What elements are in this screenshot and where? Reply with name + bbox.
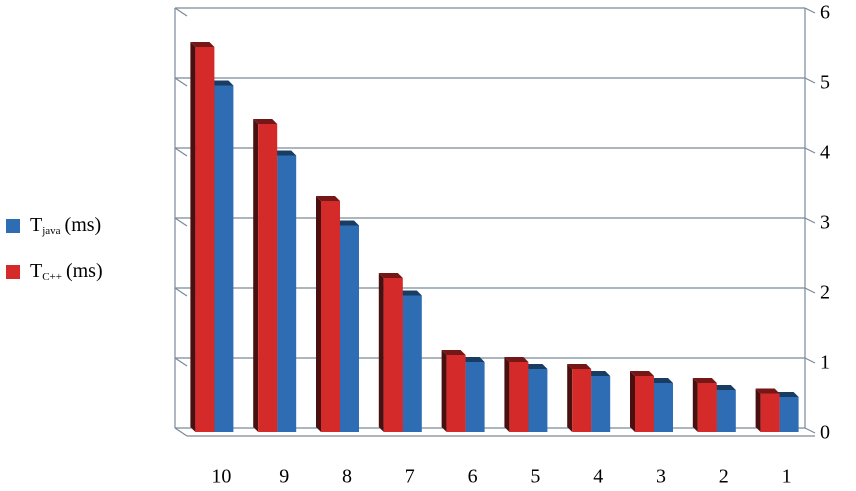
legend-sub: C++ bbox=[42, 271, 62, 283]
bar bbox=[465, 362, 485, 432]
x-tick-label: 8 bbox=[342, 466, 352, 488]
tick-mark bbox=[804, 427, 816, 434]
legend-unit: (ms) bbox=[66, 260, 103, 282]
bar-side bbox=[567, 364, 573, 432]
legend-swatch bbox=[6, 219, 20, 233]
bar bbox=[446, 355, 466, 432]
bar-top bbox=[523, 364, 548, 369]
bar-top bbox=[190, 42, 215, 47]
legend-unit: (ms) bbox=[65, 214, 102, 236]
bar bbox=[214, 85, 234, 432]
bar-top bbox=[316, 196, 340, 201]
bar-side bbox=[441, 350, 447, 432]
bar bbox=[654, 383, 673, 432]
y-tick-label: 6 bbox=[820, 2, 830, 24]
x-tick-label: 9 bbox=[279, 466, 289, 488]
left-tick bbox=[174, 7, 188, 17]
bar-side bbox=[190, 42, 196, 432]
bar bbox=[340, 225, 359, 432]
bar-top bbox=[586, 371, 611, 376]
bar-top bbox=[397, 290, 422, 296]
bar bbox=[528, 369, 548, 432]
y-tick-label: 2 bbox=[820, 282, 830, 304]
legend-swatch bbox=[6, 265, 20, 279]
bar-side bbox=[316, 196, 321, 432]
tick-mark bbox=[804, 7, 816, 14]
bar bbox=[258, 124, 278, 432]
bar bbox=[509, 362, 529, 432]
bar-top bbox=[209, 80, 234, 86]
bar-top bbox=[755, 388, 780, 394]
y-tick-label: 0 bbox=[820, 422, 830, 444]
bar bbox=[716, 390, 736, 432]
bar-side bbox=[692, 378, 698, 432]
legend-label: Tjava (ms) bbox=[30, 214, 101, 237]
left-tick bbox=[174, 427, 188, 437]
bar-top bbox=[774, 392, 799, 397]
left-tick bbox=[174, 357, 188, 367]
bar-top bbox=[253, 119, 278, 124]
bar bbox=[321, 201, 340, 432]
bar-side bbox=[630, 371, 635, 432]
x-tick-label: 7 bbox=[405, 466, 415, 488]
left-tick bbox=[174, 77, 188, 87]
tick-mark bbox=[804, 357, 816, 364]
y-tick-label: 4 bbox=[820, 142, 830, 164]
bar-side bbox=[378, 273, 384, 432]
bar bbox=[572, 369, 592, 432]
bar-top bbox=[692, 378, 717, 383]
bar bbox=[591, 376, 611, 432]
x-tick-label: 2 bbox=[719, 466, 729, 488]
legend-label: TC++ (ms) bbox=[30, 260, 103, 283]
bar bbox=[697, 383, 717, 432]
bar bbox=[383, 278, 403, 432]
x-tick-label: 1 bbox=[782, 466, 792, 488]
legend-name: T bbox=[30, 214, 42, 236]
bar bbox=[402, 295, 422, 432]
tick-mark bbox=[804, 147, 816, 154]
bar bbox=[760, 393, 780, 432]
bar bbox=[779, 397, 799, 432]
bar-side bbox=[504, 357, 510, 432]
legend-name: T bbox=[30, 260, 42, 282]
left-tick bbox=[174, 147, 188, 157]
tick-mark bbox=[804, 77, 816, 84]
bar-top bbox=[378, 273, 403, 278]
x-tick-label: 4 bbox=[593, 466, 603, 488]
legend-sub: java bbox=[41, 225, 60, 237]
bar-top bbox=[630, 371, 654, 376]
bar-top bbox=[711, 385, 736, 390]
x-tick-label: 5 bbox=[530, 466, 540, 488]
tick-mark bbox=[804, 287, 816, 294]
bar-top bbox=[504, 357, 529, 362]
bar-top bbox=[460, 357, 485, 362]
y-tick-label: 5 bbox=[820, 72, 830, 94]
bar-top bbox=[649, 378, 673, 383]
bar bbox=[277, 155, 297, 432]
left-tick bbox=[174, 217, 188, 227]
x-tick-label: 3 bbox=[656, 466, 666, 488]
bar bbox=[635, 376, 654, 432]
bar-top bbox=[335, 220, 359, 226]
left-tick bbox=[174, 287, 188, 297]
bar-side bbox=[253, 119, 259, 432]
y-tick-label: 1 bbox=[820, 352, 830, 374]
bar bbox=[195, 47, 215, 432]
bar-top bbox=[567, 364, 592, 369]
x-tick-label: 10 bbox=[211, 466, 231, 488]
y-tick-label: 3 bbox=[820, 212, 830, 234]
x-tick-label: 6 bbox=[468, 466, 478, 488]
bar-side bbox=[755, 388, 761, 432]
tick-mark bbox=[804, 217, 816, 224]
bar-top bbox=[272, 150, 297, 156]
bar-top bbox=[441, 350, 466, 355]
